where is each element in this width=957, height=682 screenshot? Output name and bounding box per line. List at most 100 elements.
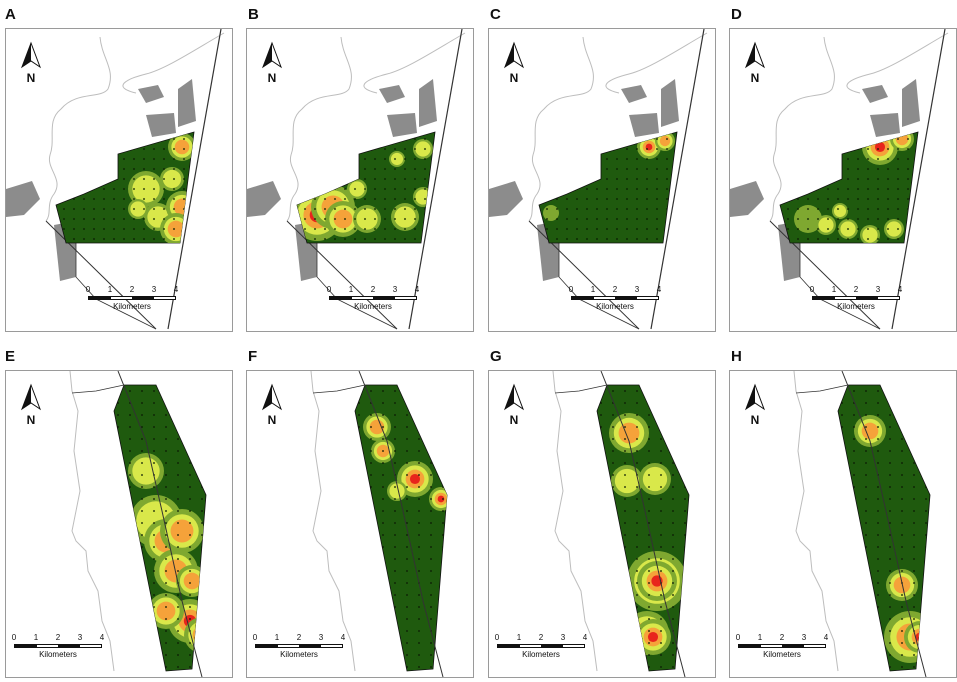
sample-point bbox=[344, 188, 346, 190]
sample-point bbox=[672, 426, 674, 428]
scale-unit-label: Kilometers bbox=[763, 650, 801, 659]
sample-point bbox=[201, 510, 203, 512]
sample-point bbox=[600, 498, 602, 500]
urban-area bbox=[146, 113, 176, 137]
sample-point bbox=[672, 438, 674, 440]
sample-point bbox=[183, 178, 185, 180]
sample-point bbox=[165, 546, 167, 548]
sample-point bbox=[358, 534, 360, 536]
sample-point bbox=[612, 474, 614, 476]
sample-point bbox=[370, 666, 372, 668]
road bbox=[117, 371, 203, 677]
sample-point bbox=[576, 138, 578, 140]
sample-point bbox=[370, 558, 372, 560]
sample-point bbox=[177, 630, 179, 632]
sample-point bbox=[847, 148, 849, 150]
sample-point bbox=[636, 208, 638, 210]
sample-point bbox=[358, 594, 360, 596]
sample-point bbox=[394, 390, 396, 392]
sample-point bbox=[616, 168, 618, 170]
sample-point bbox=[612, 594, 614, 596]
sample-point bbox=[672, 594, 674, 596]
sample-point bbox=[925, 414, 927, 416]
sample-point bbox=[576, 198, 578, 200]
sample-point bbox=[672, 654, 674, 656]
sample-point bbox=[877, 654, 879, 656]
sample-point bbox=[913, 474, 915, 476]
sample-point bbox=[394, 178, 396, 180]
sample-point bbox=[616, 228, 618, 230]
sample-point bbox=[660, 570, 662, 572]
sample-point bbox=[897, 188, 899, 190]
sample-point bbox=[913, 510, 915, 512]
sample-point bbox=[925, 498, 927, 500]
sample-point bbox=[201, 498, 203, 500]
sample-point bbox=[430, 666, 432, 668]
scale-tick-label: 2 bbox=[55, 633, 61, 642]
coastline bbox=[45, 36, 111, 222]
sample-point bbox=[201, 462, 203, 464]
sample-point bbox=[624, 558, 626, 560]
north-arrow-icon: N bbox=[742, 41, 768, 87]
sample-point bbox=[648, 642, 650, 644]
sample-point bbox=[666, 178, 668, 180]
sample-point bbox=[889, 414, 891, 416]
sample-point bbox=[660, 534, 662, 536]
sample-point bbox=[877, 522, 879, 524]
sample-point bbox=[394, 642, 396, 644]
coastline bbox=[552, 371, 598, 672]
sample-point bbox=[141, 390, 143, 392]
sample-point bbox=[304, 158, 306, 160]
sample-point bbox=[430, 438, 432, 440]
sample-point bbox=[165, 438, 167, 440]
sample-point bbox=[807, 218, 809, 220]
sample-point bbox=[546, 208, 548, 210]
sample-point bbox=[133, 238, 135, 240]
sample-point bbox=[143, 138, 145, 140]
sample-point bbox=[827, 218, 829, 220]
sample-point bbox=[193, 168, 194, 170]
density-hotspot bbox=[394, 206, 416, 228]
sample-point bbox=[684, 570, 686, 572]
sample-point bbox=[660, 522, 662, 524]
sample-point bbox=[123, 238, 125, 240]
sample-point bbox=[646, 238, 648, 240]
sample-point bbox=[442, 450, 444, 452]
sample-point bbox=[853, 618, 855, 620]
density-hotspot bbox=[818, 217, 834, 233]
sample-point bbox=[129, 594, 131, 596]
sample-point bbox=[897, 168, 899, 170]
sample-point bbox=[314, 238, 316, 240]
sample-point bbox=[143, 228, 145, 230]
sample-point bbox=[177, 522, 179, 524]
sample-point bbox=[648, 486, 650, 488]
sample-point bbox=[394, 654, 396, 656]
scale-tick-label: 2 bbox=[779, 633, 785, 642]
sample-point bbox=[404, 228, 406, 230]
sample-point bbox=[913, 594, 915, 596]
sample-point bbox=[865, 558, 867, 560]
sample-point bbox=[827, 148, 829, 150]
sample-point bbox=[141, 438, 143, 440]
sample-point bbox=[867, 178, 869, 180]
sample-point bbox=[442, 510, 444, 512]
sample-point bbox=[865, 642, 867, 644]
sample-point bbox=[646, 168, 648, 170]
sample-point bbox=[354, 138, 356, 140]
sample-point bbox=[596, 218, 598, 220]
sample-point bbox=[901, 486, 903, 488]
sample-point bbox=[913, 582, 915, 584]
sample-point bbox=[83, 178, 85, 180]
sample-point bbox=[684, 534, 686, 536]
sample-point bbox=[853, 438, 855, 440]
sample-point bbox=[925, 474, 927, 476]
scale-tick-label: 4 bbox=[823, 633, 829, 642]
sample-point bbox=[624, 450, 626, 452]
scale-tick-label: 3 bbox=[392, 285, 398, 294]
sample-point bbox=[358, 558, 360, 560]
sample-point bbox=[117, 570, 119, 572]
sample-point bbox=[382, 390, 384, 392]
sample-point bbox=[374, 208, 376, 210]
sample-point bbox=[684, 426, 686, 428]
sample-point bbox=[817, 158, 819, 160]
